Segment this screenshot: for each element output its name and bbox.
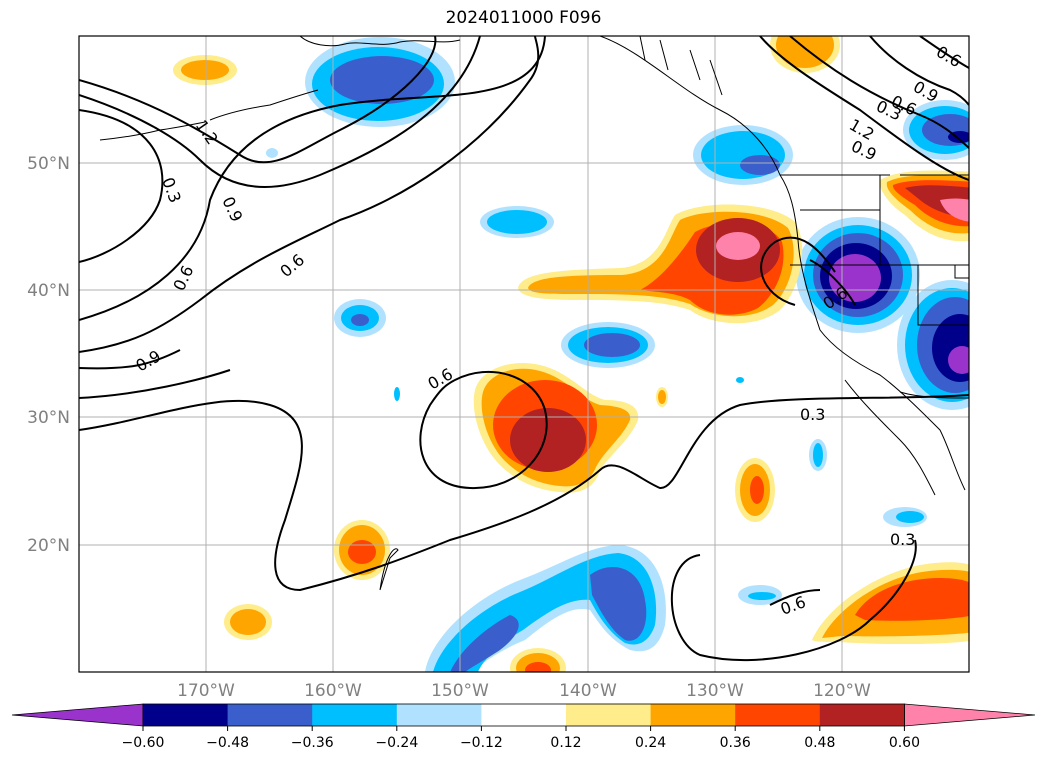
colorbar-segment xyxy=(735,704,821,726)
colorbar-segment xyxy=(650,704,736,726)
lat-label: 20°N xyxy=(27,536,70,556)
lon-label: 120°W xyxy=(813,681,871,701)
map-title: 2024011000 F096 xyxy=(445,8,602,28)
positive-anomaly-tropical-east xyxy=(812,562,969,645)
colorbar-segment xyxy=(819,704,905,726)
lon-label: 130°W xyxy=(686,681,744,701)
negative-anomaly-east-pac xyxy=(334,299,386,337)
negative-anomaly-mexico xyxy=(897,280,969,410)
colorbar-tick-label: 0.36 xyxy=(720,735,751,751)
positive-anomaly-north xyxy=(770,36,969,242)
contour-label: 0.3 xyxy=(890,530,915,549)
negative-anomaly-bc xyxy=(693,125,793,185)
colorbar-tick-label: −0.12 xyxy=(460,735,503,751)
negative-anomaly-tropical xyxy=(425,545,666,672)
colorbar-tick-label: 0.12 xyxy=(550,735,581,751)
positive-anomaly-aleutian xyxy=(173,55,237,85)
colorbar-segment xyxy=(227,704,313,726)
positive-anomaly-subtropical xyxy=(473,362,639,493)
latitude-labels: 50°N 40°N 30°N 20°N xyxy=(27,154,70,556)
coastlines xyxy=(99,36,969,591)
lat-label: 40°N xyxy=(27,281,70,301)
negative-anomaly-alaska xyxy=(305,37,455,127)
positive-anomaly-hawaii xyxy=(334,520,390,580)
negative-anomaly-mid xyxy=(561,322,655,368)
lon-label: 160°W xyxy=(304,681,362,701)
colorbar-tick-label: 0.48 xyxy=(804,735,835,751)
plot-frame xyxy=(78,35,970,673)
positive-anomaly-baja xyxy=(735,458,775,522)
colorbar-segment xyxy=(143,704,229,726)
lon-label: 170°W xyxy=(177,681,235,701)
lon-label: 140°W xyxy=(559,681,617,701)
lat-label: 30°N xyxy=(27,408,70,428)
colorbar-tick-label: −0.60 xyxy=(122,735,165,751)
colorbar-segments xyxy=(11,703,1036,727)
colorbar-tick-label: 0.60 xyxy=(889,735,920,751)
colorbar-tick-label: −0.24 xyxy=(375,735,418,751)
longitude-labels: 170°W 160°W 150°W 140°W 130°W 120°W xyxy=(177,681,871,701)
colorbar-extend-high xyxy=(904,703,1036,727)
colorbar-extend-low xyxy=(11,703,144,727)
colorbar-ticks: −0.60 −0.48 −0.36 −0.24 −0.12 0.12 0.24 0.36 0.4… xyxy=(122,726,920,751)
lat-label: 50°N xyxy=(27,154,70,174)
contour-label: 0.3 xyxy=(800,405,825,424)
colorbar-tick-label: −0.36 xyxy=(291,735,334,751)
lon-label: 150°W xyxy=(431,681,489,701)
negative-anomaly-california xyxy=(796,217,920,333)
colorbar-segment xyxy=(481,704,567,726)
colorbar-frame xyxy=(142,703,905,727)
colorbar-segment xyxy=(396,704,482,726)
colorbar-tick-label: −0.48 xyxy=(206,735,249,751)
colorbar: −0.60 −0.48 −0.36 −0.24 −0.12 0.12 0.24 0.36 0.4… xyxy=(11,703,1036,751)
negative-anomaly-small xyxy=(266,148,927,605)
positive-anomaly-south xyxy=(224,387,668,672)
colorbar-segment xyxy=(312,704,398,726)
anomaly-fill-layer xyxy=(173,36,969,672)
negative-anomaly-gulf xyxy=(480,206,554,238)
graticule xyxy=(79,36,969,672)
colorbar-tick-label: 0.24 xyxy=(635,735,666,751)
contour-lines xyxy=(79,36,969,662)
colorbar-segment xyxy=(566,704,652,726)
